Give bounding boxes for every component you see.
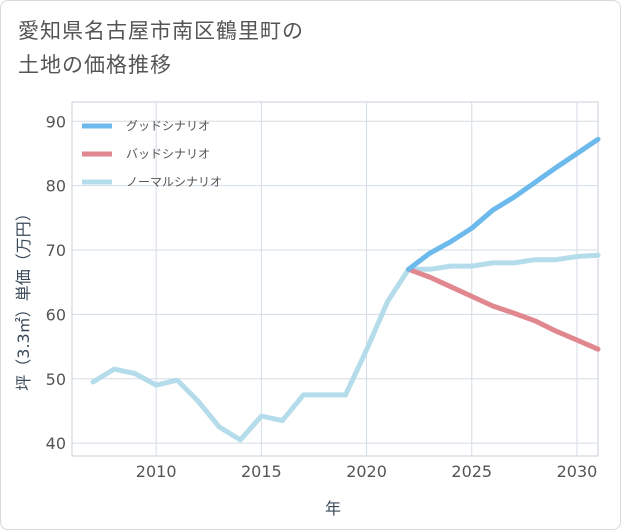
- y-axis-label: 坪（3.3㎡）単価（万円）: [14, 205, 33, 390]
- y-tick-label: 50: [46, 370, 66, 389]
- y-tick-label: 70: [46, 241, 66, 260]
- series-line-1: [406, 266, 601, 352]
- x-axis-label: 年: [325, 499, 341, 518]
- chart-title: 愛知県名古屋市南区鶴里町の 土地の価格推移: [18, 14, 304, 82]
- y-tick-label: 90: [46, 112, 66, 131]
- legend-label-0: グッドシナリオ: [126, 119, 210, 133]
- y-tick-label: 60: [46, 305, 66, 324]
- series-line-2: [90, 252, 601, 443]
- series-lines: [90, 136, 601, 443]
- x-tick-label: 2025: [451, 462, 492, 481]
- y-tick-label: 40: [46, 434, 66, 453]
- legend-label-1: バッドシナリオ: [126, 147, 210, 161]
- tick-labels: 2010 2015 2020 2025 2030 40 50 60 70 80 90: [46, 112, 598, 481]
- chart-title-line-2: 土地の価格推移: [18, 53, 172, 77]
- series-line-0: [406, 136, 601, 272]
- y-tick-label: 80: [46, 177, 66, 196]
- x-tick-label: 2030: [557, 462, 598, 481]
- x-tick-label: 2010: [136, 462, 177, 481]
- x-tick-label: 2015: [241, 462, 282, 481]
- x-tick-label: 2020: [346, 462, 387, 481]
- chart-title-line-1: 愛知県名古屋市南区鶴里町の: [18, 19, 304, 43]
- legend-label-2: ノーマルシナリオ: [126, 175, 222, 189]
- grid-lines: [72, 102, 598, 456]
